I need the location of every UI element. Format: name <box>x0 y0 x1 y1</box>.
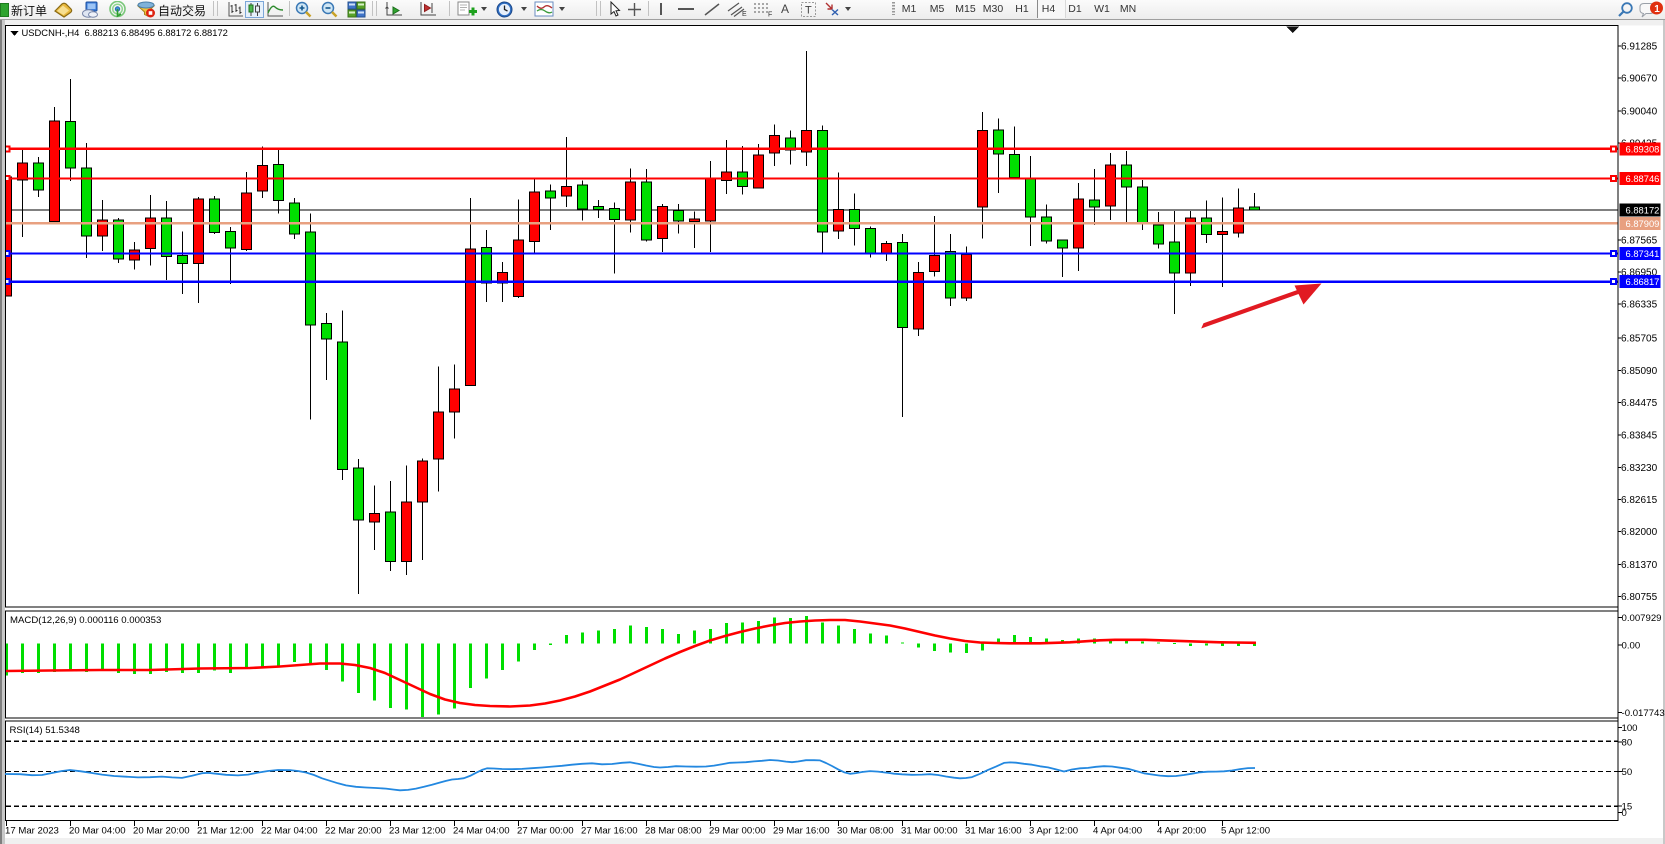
svg-text:6.86335: 6.86335 <box>1621 300 1658 311</box>
svg-text:50: 50 <box>1622 767 1633 778</box>
svg-text:1: 1 <box>1654 4 1660 15</box>
svg-text:22 Mar 20:00: 22 Mar 20:00 <box>325 826 382 837</box>
svg-text:6.80755: 6.80755 <box>1621 592 1658 603</box>
svg-text:RSI(14) 51.5348: RSI(14) 51.5348 <box>10 725 80 736</box>
svg-text:T: T <box>805 4 812 16</box>
svg-text:80: 80 <box>1622 738 1633 749</box>
svg-text:6.90040: 6.90040 <box>1621 106 1658 117</box>
svg-text:5 Apr 12:00: 5 Apr 12:00 <box>1221 826 1270 837</box>
svg-text:6.84475: 6.84475 <box>1621 398 1658 409</box>
svg-text:6.91285: 6.91285 <box>1621 42 1658 53</box>
svg-text:28 Mar 08:00: 28 Mar 08:00 <box>645 826 702 837</box>
svg-text:15: 15 <box>1622 802 1633 813</box>
svg-text:6.87341: 6.87341 <box>1626 248 1660 259</box>
svg-text:20 Mar 20:00: 20 Mar 20:00 <box>133 826 190 837</box>
svg-text:6.87565: 6.87565 <box>1621 236 1658 247</box>
svg-text:31 Mar 16:00: 31 Mar 16:00 <box>965 826 1022 837</box>
svg-text:F: F <box>768 11 772 18</box>
svg-text:29 Mar 00:00: 29 Mar 00:00 <box>709 826 766 837</box>
svg-text:6.88746: 6.88746 <box>1626 173 1660 184</box>
svg-text:6.82615: 6.82615 <box>1621 495 1658 506</box>
svg-text:6.82000: 6.82000 <box>1621 527 1658 538</box>
svg-text:4 Apr 04:00: 4 Apr 04:00 <box>1093 826 1142 837</box>
svg-text:27 Mar 00:00: 27 Mar 00:00 <box>517 826 574 837</box>
svg-text:0.007929: 0.007929 <box>1622 613 1662 624</box>
svg-text:4 Apr 20:00: 4 Apr 20:00 <box>1157 826 1206 837</box>
svg-text:6.87909: 6.87909 <box>1626 218 1660 229</box>
svg-text:0.00: 0.00 <box>1622 641 1641 652</box>
svg-text:6.85090: 6.85090 <box>1621 366 1658 377</box>
svg-text:29 Mar 16:00: 29 Mar 16:00 <box>773 826 830 837</box>
svg-text:6.83230: 6.83230 <box>1621 463 1658 474</box>
svg-text:6.86817: 6.86817 <box>1626 276 1660 287</box>
svg-text:30 Mar 08:00: 30 Mar 08:00 <box>837 826 894 837</box>
svg-text:21 Mar 12:00: 21 Mar 12:00 <box>197 826 254 837</box>
svg-text:6.81370: 6.81370 <box>1621 560 1658 571</box>
svg-text:6.83845: 6.83845 <box>1621 431 1658 442</box>
svg-text:20 Mar 04:00: 20 Mar 04:00 <box>69 826 126 837</box>
svg-text:E: E <box>742 11 747 18</box>
svg-text:23 Mar 12:00: 23 Mar 12:00 <box>389 826 446 837</box>
svg-text:6.89308: 6.89308 <box>1626 143 1660 154</box>
svg-text:6.86950: 6.86950 <box>1621 268 1658 279</box>
svg-text:6.85705: 6.85705 <box>1621 334 1658 345</box>
svg-text:27 Mar 16:00: 27 Mar 16:00 <box>581 826 638 837</box>
svg-text:31 Mar 00:00: 31 Mar 00:00 <box>901 826 958 837</box>
svg-text:6.90670: 6.90670 <box>1621 74 1658 85</box>
svg-text:24 Mar 04:00: 24 Mar 04:00 <box>453 826 510 837</box>
svg-text:MACD(12,26,9) 0.000116 0.00035: MACD(12,26,9) 0.000116 0.000353 <box>10 615 161 626</box>
svg-text:0: 0 <box>1622 808 1627 819</box>
svg-text:USDCNH-,H4 6.88213 6.88495 6.: USDCNH-,H4 6.88213 6.88495 6.88172 6.881… <box>22 27 228 38</box>
svg-text:-0.017743: -0.017743 <box>1622 708 1665 719</box>
svg-text:17 Mar 2023: 17 Mar 2023 <box>5 826 59 837</box>
svg-text:22 Mar 04:00: 22 Mar 04:00 <box>261 826 318 837</box>
svg-text:3 Apr 12:00: 3 Apr 12:00 <box>1029 826 1078 837</box>
svg-text:6.88172: 6.88172 <box>1626 205 1660 216</box>
svg-text:100: 100 <box>1622 723 1638 734</box>
